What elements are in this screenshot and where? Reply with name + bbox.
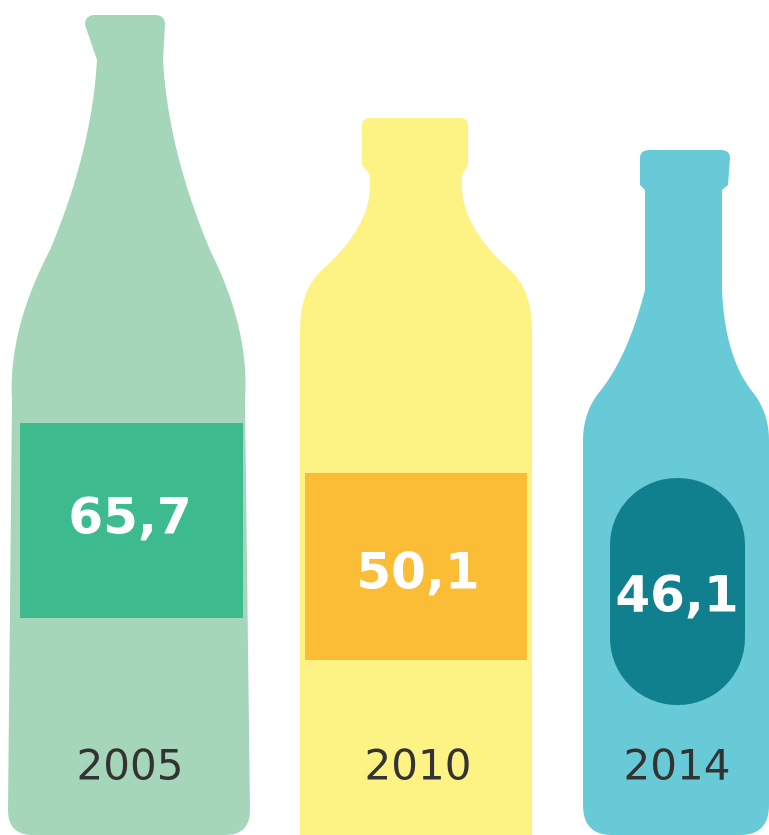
label-band	[305, 473, 527, 660]
label-band	[20, 423, 243, 618]
value-label: 50,1	[356, 543, 479, 601]
year-label: 2005	[77, 741, 184, 790]
year-label: 2014	[624, 741, 731, 790]
value-label: 65,7	[68, 488, 191, 546]
value-label: 46,1	[615, 566, 738, 624]
year-label: 2010	[365, 741, 472, 790]
label-band	[610, 478, 745, 705]
